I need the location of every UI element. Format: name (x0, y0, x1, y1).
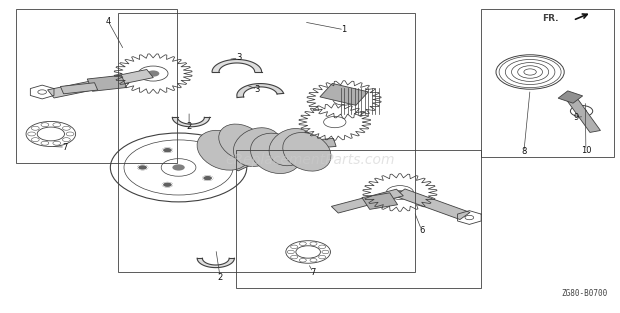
Text: 9: 9 (574, 113, 579, 122)
Polygon shape (237, 84, 283, 98)
Ellipse shape (283, 132, 331, 171)
Polygon shape (212, 59, 262, 72)
Polygon shape (87, 75, 126, 91)
Text: 7: 7 (63, 143, 68, 151)
Polygon shape (288, 138, 310, 148)
Bar (236, 150, 480, 288)
Circle shape (395, 190, 405, 195)
Bar (118, 13, 415, 272)
Text: 6: 6 (419, 226, 424, 234)
Circle shape (138, 165, 147, 170)
Circle shape (137, 165, 148, 170)
Polygon shape (320, 84, 368, 105)
Circle shape (162, 147, 173, 153)
Circle shape (202, 175, 213, 181)
Polygon shape (236, 138, 257, 148)
Polygon shape (331, 189, 404, 213)
Text: 2: 2 (187, 122, 192, 131)
Polygon shape (558, 91, 583, 103)
Text: 7: 7 (311, 268, 316, 277)
Polygon shape (395, 189, 470, 219)
Text: 8: 8 (521, 147, 526, 156)
Circle shape (162, 182, 173, 187)
Polygon shape (362, 193, 397, 209)
Polygon shape (197, 258, 234, 268)
Text: FR.: FR. (542, 14, 559, 23)
Text: 4: 4 (106, 18, 111, 26)
Text: 3: 3 (236, 54, 241, 62)
Ellipse shape (234, 128, 281, 167)
Text: 3: 3 (255, 85, 260, 94)
Circle shape (202, 154, 213, 160)
Circle shape (137, 165, 148, 170)
Ellipse shape (250, 133, 301, 173)
Circle shape (163, 182, 172, 187)
Circle shape (203, 176, 212, 180)
Circle shape (202, 154, 213, 160)
Circle shape (162, 182, 173, 187)
Polygon shape (315, 138, 336, 148)
Circle shape (172, 164, 185, 171)
Circle shape (162, 147, 173, 153)
Polygon shape (262, 138, 283, 148)
Ellipse shape (269, 129, 314, 166)
Polygon shape (565, 96, 600, 132)
Polygon shape (206, 147, 253, 171)
Polygon shape (210, 138, 231, 148)
Polygon shape (60, 83, 98, 94)
Text: 2: 2 (218, 273, 223, 281)
Ellipse shape (197, 130, 249, 170)
Circle shape (163, 148, 172, 152)
Text: ZG80-B0700: ZG80-B0700 (561, 289, 608, 298)
Ellipse shape (219, 124, 265, 161)
Polygon shape (172, 117, 210, 127)
Circle shape (203, 155, 212, 159)
Text: 1: 1 (342, 25, 347, 34)
Circle shape (202, 175, 213, 181)
Bar (480, 9, 614, 156)
Text: 10: 10 (581, 146, 591, 155)
Polygon shape (48, 69, 153, 98)
Circle shape (147, 70, 159, 77)
Text: eReplacementParts.com: eReplacementParts.com (225, 153, 395, 167)
Bar (16, 9, 177, 163)
